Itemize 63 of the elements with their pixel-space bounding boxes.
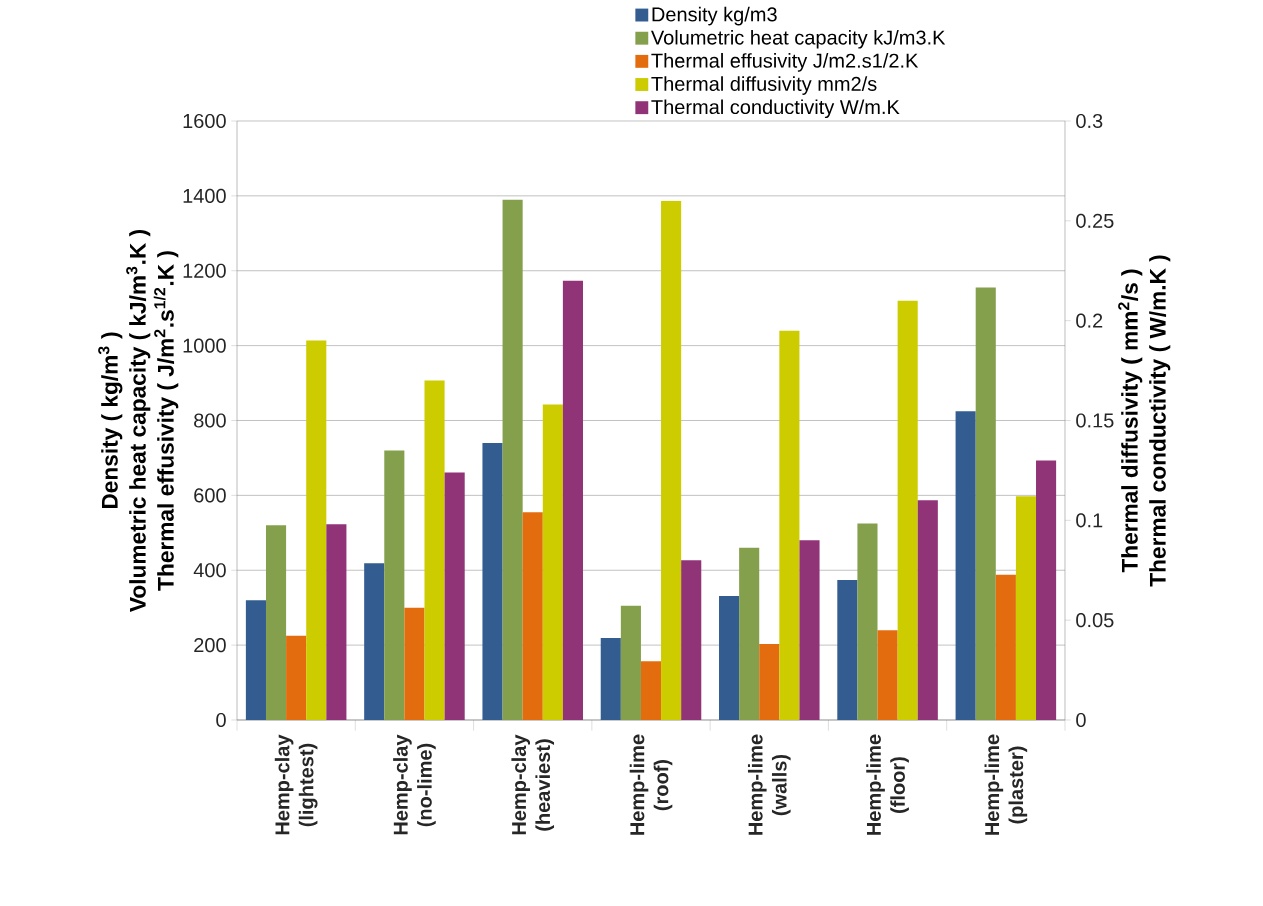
- legend-label: Volumetric heat capacity kJ/m3.K: [651, 29, 946, 49]
- y-tick-label: 1600: [183, 113, 226, 129]
- bar: [620, 605, 641, 720]
- bar: [955, 411, 976, 720]
- y-tick-label: 200: [194, 638, 226, 653]
- y2-tick-label: 0.1: [1076, 513, 1103, 528]
- bar: [837, 579, 858, 720]
- x-tick-label: Hemp-clay (lightest): [274, 734, 318, 835]
- y-tick-label: 1200: [183, 263, 226, 278]
- bar: [326, 524, 347, 720]
- bar: [857, 523, 878, 720]
- bar: [739, 547, 760, 720]
- bar: [661, 200, 682, 720]
- legend-label: Thermal diffusivity mm2/s: [651, 76, 877, 95]
- bar: [482, 442, 503, 720]
- x-tick-label: Hemp-clay (heaviest): [511, 734, 555, 835]
- text: Thermal diffusivity ( mm$^{2}$/s ): [1118, 269, 1143, 573]
- y-tick-label: 400: [193, 563, 226, 578]
- x-tick-label: Hemp-lime (walls): [747, 734, 791, 835]
- bar: [681, 560, 702, 720]
- bar: [562, 280, 583, 720]
- bar: [877, 630, 898, 720]
- bar: [444, 472, 465, 720]
- y-tick-label: 800: [194, 413, 226, 428]
- legend-label: Thermal conductivity W/m.K: [651, 99, 900, 119]
- bar: [640, 661, 662, 720]
- bar: [719, 596, 740, 720]
- bar: [1036, 460, 1057, 720]
- bar: [917, 500, 938, 720]
- x-tick-label: Hemp-lime (plaster): [984, 734, 1028, 835]
- y2-tick-label: 0.2: [1076, 313, 1103, 328]
- text: Thermal conductivity ( W/m.K ): [1149, 255, 1171, 587]
- text: Volumetric heat capacity ( kJ/m$^{3}$.K ): [126, 230, 151, 612]
- y-tick-label: 0: [216, 712, 226, 728]
- bar: [799, 540, 820, 720]
- text: Density ( kg/m$^{3}$ ): [98, 332, 123, 509]
- y-tick-label: 600: [194, 488, 226, 503]
- y-tick-label: 1400: [183, 188, 226, 203]
- bar: [759, 643, 780, 720]
- y2-tick-label: 0.3: [1076, 113, 1103, 129]
- bar: [306, 340, 327, 720]
- bar: [975, 287, 996, 720]
- y-tick-label: 1000: [183, 338, 226, 353]
- bar: [502, 199, 523, 720]
- y2-tick-label: 0: [1076, 712, 1086, 728]
- bar: [424, 380, 445, 720]
- bar: [897, 300, 918, 720]
- bar: [600, 638, 621, 720]
- x-tick-label: Hemp-clay (no-lime): [393, 734, 436, 835]
- bar: [286, 635, 307, 720]
- x-tick-label: Hemp-lime (floor): [866, 734, 909, 835]
- y2-tick-label: 0.05: [1076, 613, 1114, 628]
- legend-label: Density kg/m3: [652, 6, 777, 26]
- bar: [245, 600, 266, 720]
- x-tick-label: Hemp-lime (roof): [629, 734, 673, 835]
- y2-tick-label: 0.25: [1076, 213, 1114, 228]
- bar: [779, 330, 800, 720]
- legend-label: Thermal effusivity J/m2.s1/2.K: [651, 53, 919, 72]
- y2-tick-label: 0.15: [1076, 413, 1114, 428]
- text: Thermal effusivity ( J/m$^{2}$.s$^{1/2}$.K ): [153, 251, 179, 591]
- bar: [265, 525, 287, 720]
- bar: [384, 450, 405, 720]
- bar: [364, 563, 385, 720]
